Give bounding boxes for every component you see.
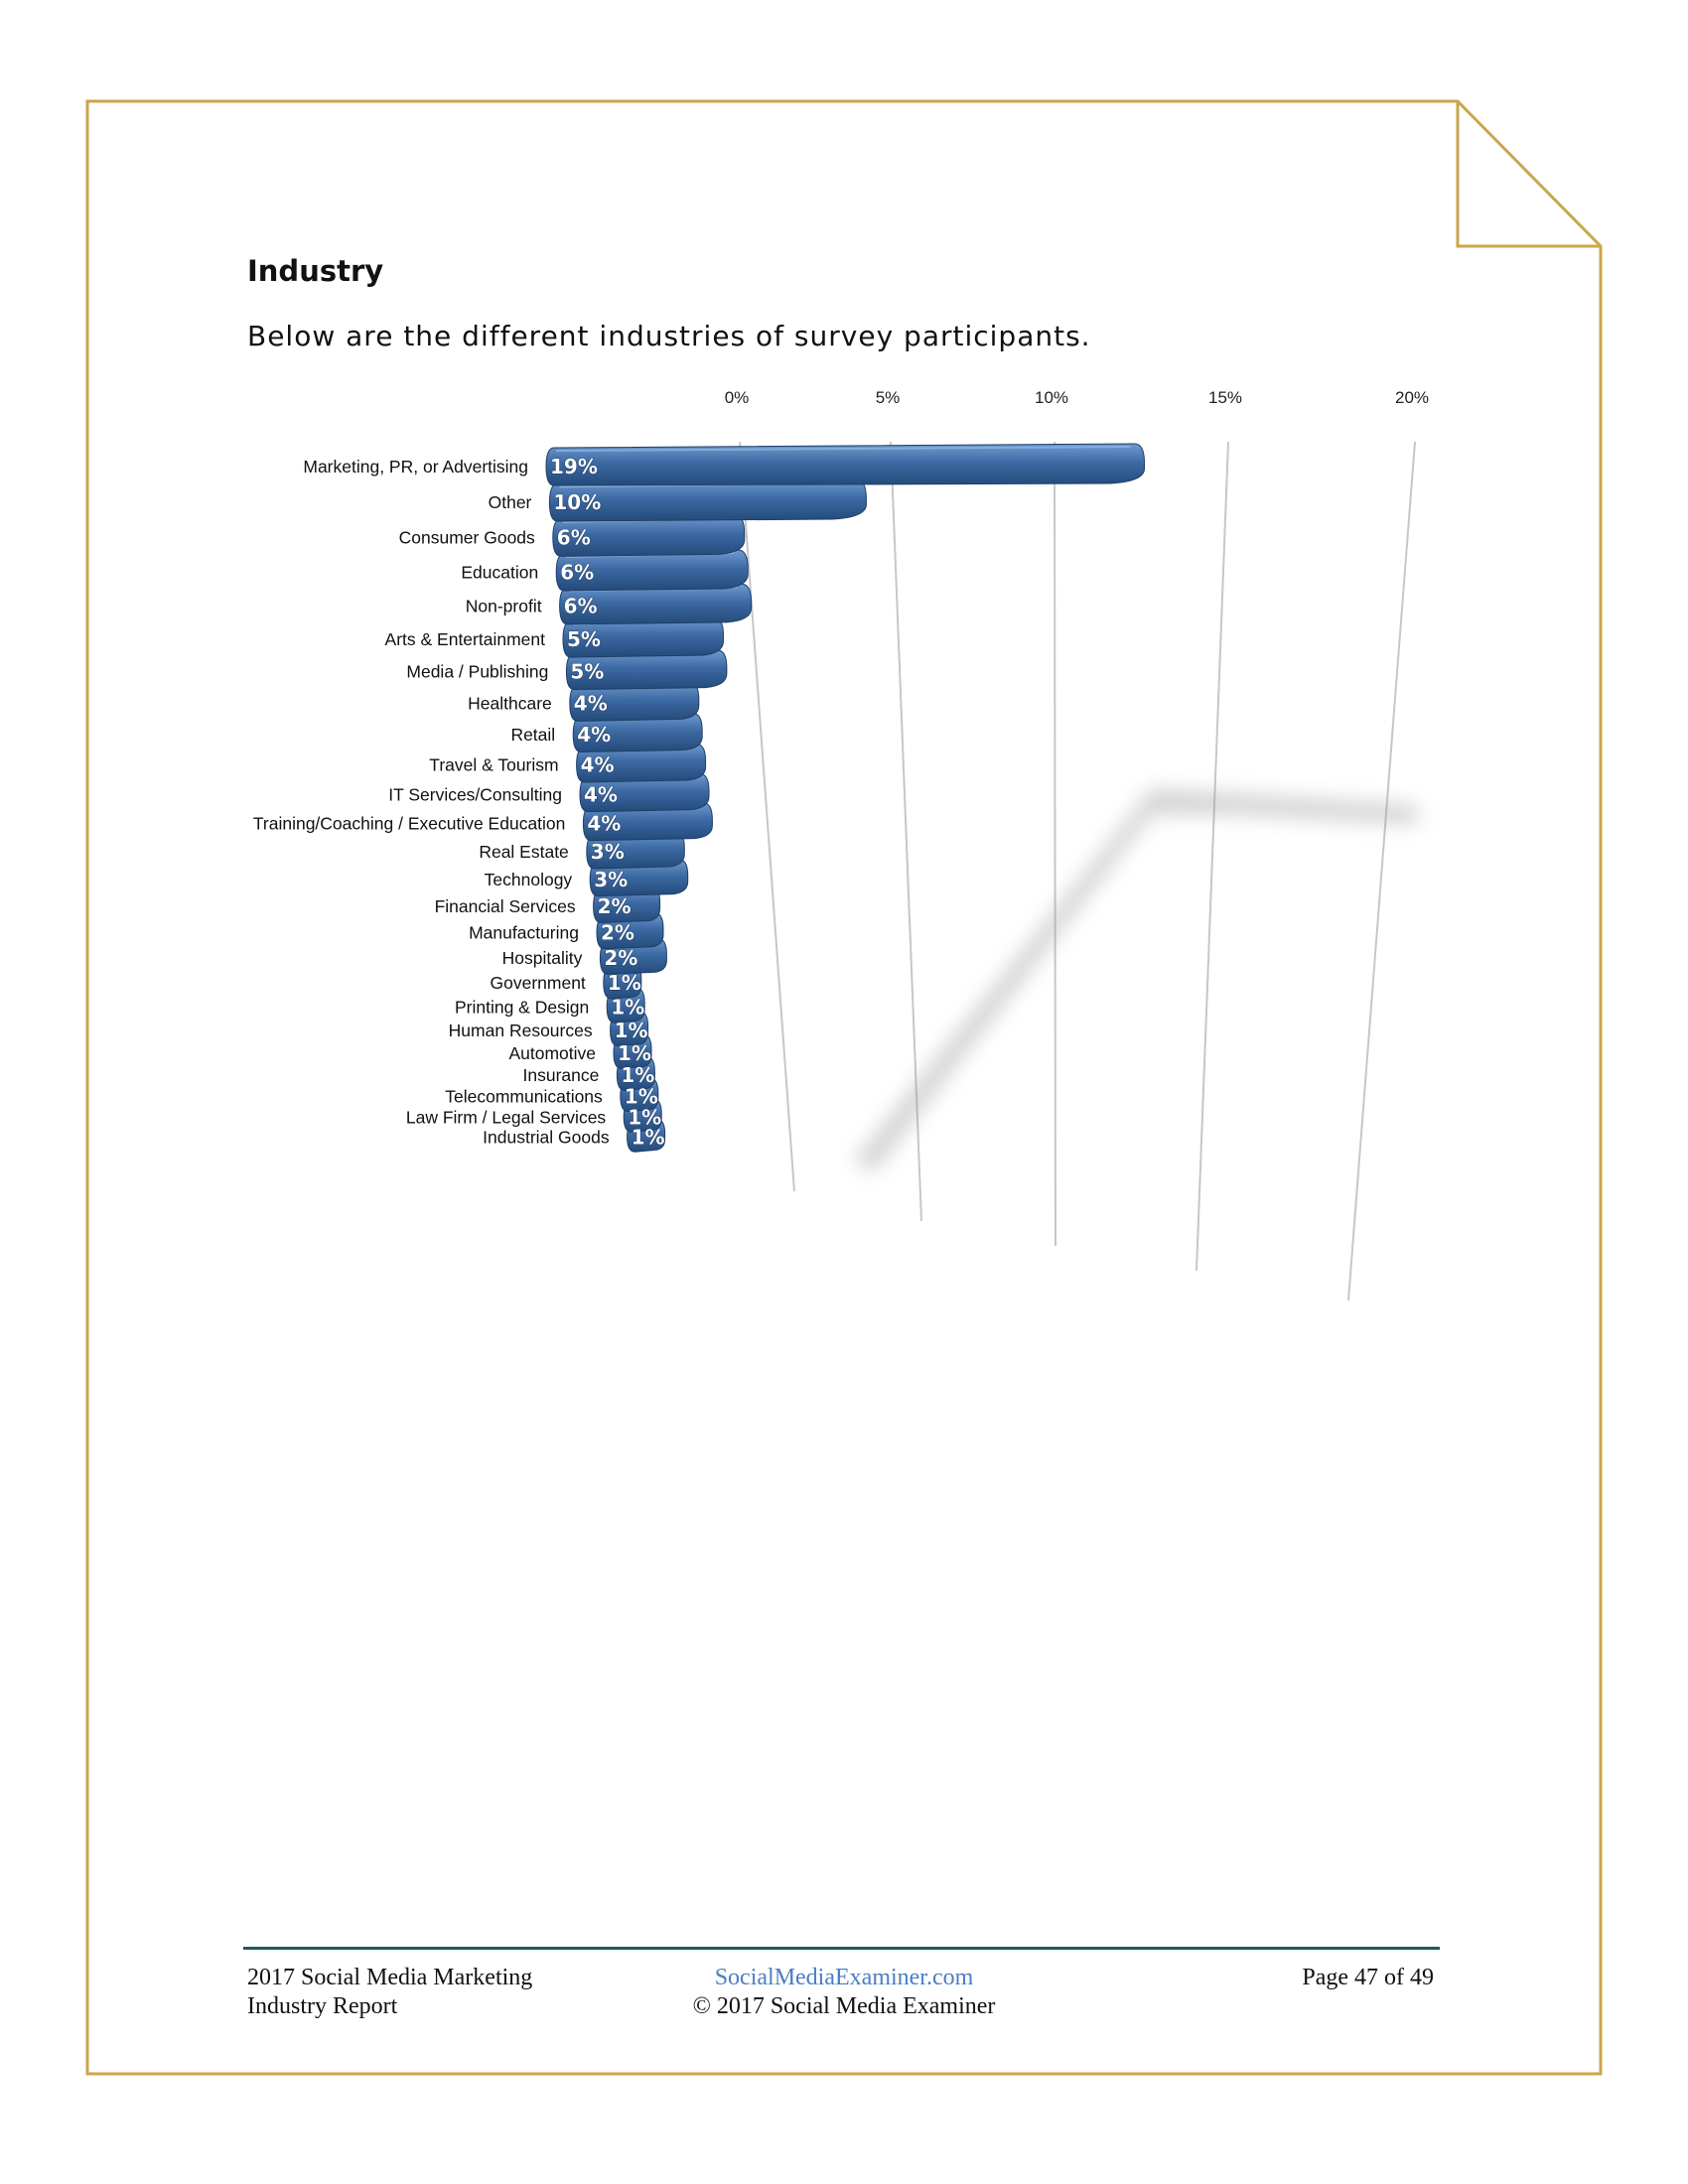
bar-value-label: 4% <box>581 753 615 777</box>
industry-bar-chart: 0% 5% 10% 15% 20% 1% Industrial Goods 1% Law Fi… <box>253 388 1429 1301</box>
bar-value-label: 4% <box>577 723 611 747</box>
category-label: Human Resources <box>449 1021 593 1040</box>
bar-body <box>582 802 713 842</box>
footer-rule <box>243 1947 1440 1950</box>
bar-value-label: 1% <box>615 1019 648 1042</box>
footer-site-link[interactable]: SocialMediaExaminer.com <box>714 1965 974 1990</box>
bar-body <box>572 712 703 753</box>
bar-0 <box>545 443 1145 486</box>
category-label: Financial Services <box>435 896 576 916</box>
bar-body <box>552 514 746 557</box>
category-label: Government <box>491 973 586 993</box>
gridline-15 <box>1196 441 1229 1272</box>
bar-value-label: 5% <box>570 660 604 684</box>
bar-highlight <box>555 446 1131 452</box>
bar-body <box>545 443 1145 486</box>
footer-report-title: 2017 Social Media Marketing Industry Rep… <box>247 1964 532 2021</box>
category-label: Telecommunications <box>445 1087 603 1107</box>
bar-body <box>569 681 700 722</box>
page-fold-corner <box>1456 101 1601 248</box>
category-label: Law Firm / Legal Services <box>406 1107 607 1127</box>
bar-body <box>579 772 710 813</box>
category-label: Real Estate <box>479 842 568 862</box>
category-label: Hospitality <box>502 948 583 968</box>
footer-copyright: © 2017 Social Media Examiner <box>692 1993 996 2019</box>
footer-report-line1: 2017 Social Media Marketing <box>247 1965 533 1990</box>
gridline-0 <box>739 441 795 1192</box>
category-label: Industrial Goods <box>483 1127 610 1147</box>
x-tick-label: 0% <box>725 388 750 407</box>
bar-value-label: 1% <box>632 1125 665 1149</box>
bar-value-label: 4% <box>574 692 608 716</box>
bar-body <box>576 743 707 783</box>
section-heading: Industry <box>247 254 384 288</box>
labels-layer: 1% Industrial Goods 1% Law Firm / Legal Ser… <box>253 455 665 1150</box>
category-label: Other <box>489 492 532 512</box>
bar-value-label: 1% <box>611 995 644 1019</box>
shadow-layer <box>854 789 1420 1171</box>
bar-value-label: 5% <box>567 627 601 651</box>
bar-value-label: 1% <box>628 1105 661 1129</box>
bar-body <box>565 649 728 691</box>
bar-body <box>555 549 749 592</box>
category-label: Training/Coaching / Executive Education <box>253 814 566 834</box>
bar-value-label: 19% <box>550 455 598 478</box>
category-label: Media / Publishing <box>406 662 548 682</box>
bar-value-label: 4% <box>584 782 618 806</box>
bar-value-label: 6% <box>564 595 598 618</box>
bar-value-label: 2% <box>604 946 637 970</box>
page-border <box>85 99 1603 2076</box>
bar-value-label: 2% <box>598 894 632 918</box>
category-label: Retail <box>510 725 555 745</box>
bar-body <box>548 478 867 522</box>
footer-center: SocialMediaExaminer.com © 2017 Social Me… <box>596 1964 1092 2021</box>
gridline-20 <box>1347 441 1416 1301</box>
footer-page-number: Page 47 of 49 <box>1302 1965 1434 1990</box>
x-tick-label: 15% <box>1208 388 1242 407</box>
x-tick-label: 10% <box>1035 388 1068 407</box>
bar-value-label: 3% <box>591 840 625 864</box>
bar-body <box>562 616 724 658</box>
bar-value-label: 2% <box>601 920 634 944</box>
x-tick-label: 5% <box>876 388 901 407</box>
bar-value-label: 6% <box>560 560 594 584</box>
grid-layer: 0% 5% 10% 15% 20% <box>725 388 1429 1301</box>
category-label: Marketing, PR, or Advertising <box>303 457 528 477</box>
bar-value-label: 1% <box>621 1063 654 1087</box>
bar-value-label: 1% <box>618 1041 651 1065</box>
category-label: Healthcare <box>468 694 552 714</box>
category-label: Printing & Design <box>455 997 589 1017</box>
category-label: IT Services/Consulting <box>388 784 562 804</box>
category-label: Non-profit <box>466 597 542 616</box>
bar-value-label: 10% <box>553 490 601 514</box>
bar-value-label: 6% <box>557 526 591 550</box>
bars-layer <box>545 443 1145 1153</box>
bar-value-label: 1% <box>625 1085 658 1109</box>
category-label: Insurance <box>523 1065 600 1085</box>
bar-value-label: 1% <box>608 971 641 995</box>
category-label: Arts & Entertainment <box>385 629 546 649</box>
category-label: Manufacturing <box>469 922 579 942</box>
chart-shadow <box>854 789 1420 1171</box>
category-label: Travel & Tourism <box>429 755 558 775</box>
bar-value-label: 4% <box>587 812 621 836</box>
bar-value-label: 3% <box>594 868 628 891</box>
category-label: Technology <box>485 870 573 889</box>
category-label: Consumer Goods <box>399 528 535 548</box>
category-label: Automotive <box>508 1043 596 1063</box>
footer-report-line2: Industry Report <box>247 1993 398 2019</box>
category-label: Education <box>461 562 538 582</box>
x-tick-label: 20% <box>1395 388 1429 407</box>
section-intro: Below are the different industries of su… <box>247 320 1091 352</box>
bar-body <box>559 583 753 625</box>
